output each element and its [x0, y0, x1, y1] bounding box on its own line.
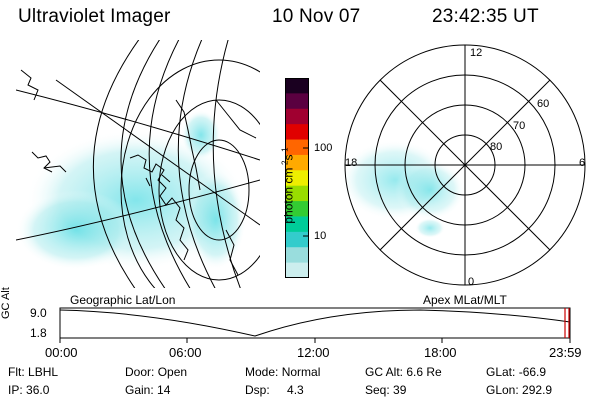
mlt-label-6: 6	[579, 157, 586, 169]
timeline-tick-0600: 06:00	[169, 345, 202, 360]
polar-map	[340, 44, 586, 286]
info-door-key: Door:	[125, 365, 155, 379]
colorbar-swatch	[285, 154, 309, 171]
aurora-emission	[16, 110, 246, 270]
mlat-label-60: 60	[537, 98, 550, 110]
colorbar-swatch	[285, 93, 309, 110]
info-seq-key: Seq:	[365, 383, 390, 397]
colorbar-swatch	[285, 247, 309, 264]
info-flt: Flt: LBHL	[8, 365, 58, 379]
colorbar	[285, 78, 309, 278]
info-dsp-key: Dsp:	[245, 383, 270, 397]
colorbar-swatch	[285, 185, 309, 202]
info-gcalt-value: 6.6 Re	[406, 365, 442, 379]
info-glat-value: -66.9	[518, 365, 547, 379]
info-ip-value: 36.0	[26, 383, 50, 397]
info-ip-key: IP:	[8, 383, 23, 397]
geographic-map	[16, 40, 260, 288]
colorbar-swatch	[285, 124, 309, 141]
info-dsp-value: 4.3	[287, 383, 304, 397]
info-ip: IP: 36.0	[8, 383, 49, 397]
altitude-timeline	[59, 307, 571, 343]
timeline-tick-1200: 12:00	[297, 345, 330, 360]
info-door: Door: Open	[125, 365, 187, 379]
colorbar-tick-100: 100	[314, 142, 333, 154]
mlt-label-0: 0	[468, 276, 475, 288]
info-mode-key: Mode:	[245, 365, 279, 379]
info-gcalt-key: GC Alt:	[365, 365, 404, 379]
info-gain-key: Gain:	[125, 383, 154, 397]
info-flt-key: Flt:	[8, 365, 25, 379]
info-gcalt: GC Alt: 6.6 Re	[365, 365, 442, 379]
timeline-y-max: 9.0	[30, 306, 47, 320]
right-panel-label: Apex MLat/MLT	[423, 293, 507, 307]
info-glat: GLat: -66.9	[486, 365, 546, 379]
info-dsp: Dsp: 4.3	[245, 383, 304, 397]
info-flt-value: LBHL	[28, 365, 59, 379]
info-mode-value: Normal	[281, 365, 321, 379]
mlt-label-12: 12	[470, 47, 483, 59]
aurora-emission	[340, 140, 465, 238]
mlat-label-70: 70	[513, 120, 526, 132]
timeline-tick-2359: 23:59	[549, 345, 582, 360]
timeline-y-min: 1.8	[30, 326, 47, 340]
info-seq: Seq: 39	[365, 383, 406, 397]
info-glon-key: GLon:	[486, 383, 519, 397]
colorbar-tick-10: 10	[314, 230, 327, 242]
timeline-axis-title: GC Alt	[0, 287, 12, 319]
colorbar-swatch	[285, 170, 309, 187]
info-glon: GLon: 292.9	[486, 383, 552, 397]
colorbar-swatch	[285, 108, 309, 125]
time-label: 23:42:35 UT	[432, 6, 539, 27]
colorbar-swatch	[285, 216, 309, 233]
colorbar-swatch	[285, 262, 309, 278]
colorbar-axis-title: photon cm-2s-1	[280, 147, 296, 224]
info-gain-value: 14	[157, 383, 171, 397]
info-door-value: Open	[157, 365, 188, 379]
info-glon-value: 292.9	[522, 383, 553, 397]
timeline-tick-0000: 00:00	[45, 345, 78, 360]
colorbar-swatch	[285, 139, 309, 156]
mlt-label-18: 18	[345, 157, 358, 169]
colorbar-swatch	[285, 201, 309, 217]
info-seq-value: 39	[393, 383, 407, 397]
date-label: 10 Nov 07	[272, 6, 361, 27]
timeline-tick-1800: 18:00	[424, 345, 457, 360]
info-gain: Gain: 14	[125, 383, 170, 397]
info-glat-key: GLat:	[486, 365, 516, 379]
left-panel-label: Geographic Lat/Lon	[70, 293, 176, 307]
colorbar-swatch	[285, 78, 309, 94]
instrument-title: Ultraviolet Imager	[18, 6, 171, 27]
mlat-label-80: 80	[490, 141, 503, 153]
info-mode: Mode: Normal	[245, 365, 320, 379]
